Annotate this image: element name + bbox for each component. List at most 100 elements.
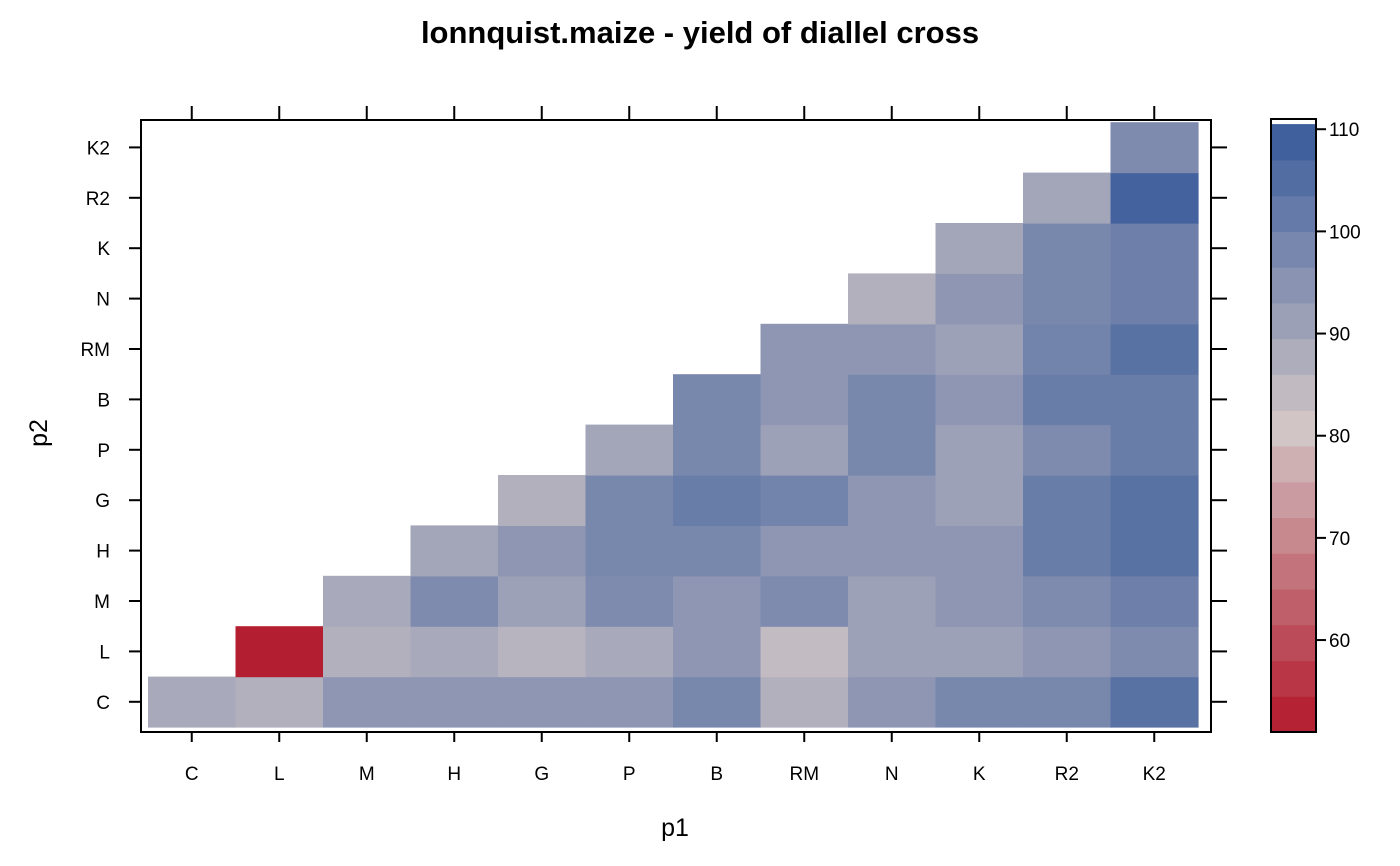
y-tick-label: H xyxy=(96,542,110,563)
heatmap-cell xyxy=(585,475,674,526)
heatmap-cell xyxy=(235,626,324,678)
x-tick-label: N xyxy=(885,764,899,785)
y-tick-label: K xyxy=(97,239,110,260)
colorbar-tick-label: 70 xyxy=(1329,529,1350,550)
x-tick-label: H xyxy=(447,764,461,785)
heatmap-cell xyxy=(323,626,412,678)
heatmap-cell xyxy=(148,676,237,728)
x-axis-title: p1 xyxy=(661,814,689,842)
heatmap-cell xyxy=(760,323,849,375)
heatmap-cell xyxy=(1110,475,1199,526)
heatmap-cell xyxy=(1023,676,1112,728)
heatmap-cell xyxy=(935,676,1024,728)
heatmap-cell xyxy=(1110,323,1199,375)
colorbar: 60 70 80 90 100 110 xyxy=(1270,118,1361,733)
x-tick-label: R2 xyxy=(1055,764,1079,785)
heatmap-cell xyxy=(760,626,849,678)
heatmap-cell xyxy=(848,626,937,678)
heatmap-cell xyxy=(1110,424,1199,476)
colorbar-swatch xyxy=(1271,660,1316,697)
heatmap-cell xyxy=(848,374,937,426)
heatmap-cell xyxy=(848,575,937,627)
heatmap-cell xyxy=(935,273,1024,325)
colorbar-tick-label: 110 xyxy=(1329,120,1359,141)
heatmap-cell xyxy=(410,525,499,577)
colorbar-swatch xyxy=(1271,553,1316,590)
heatmap-cell xyxy=(760,575,849,627)
chart-title: lonnquist.maize - yield of diallel cross xyxy=(421,15,979,50)
heatmap-cell xyxy=(1023,575,1112,627)
heatmap-cell xyxy=(410,575,499,627)
heatmap-cell xyxy=(935,323,1024,375)
heatmap-cell xyxy=(848,676,937,728)
x-tick-label: K xyxy=(973,764,986,785)
colorbar-frame xyxy=(1270,118,1317,733)
heatmap-cell xyxy=(935,374,1024,426)
heatmap-cell xyxy=(1023,475,1112,526)
heatmap-cell xyxy=(848,525,937,577)
heatmap-cell xyxy=(673,374,762,426)
heatmap-cell xyxy=(1023,323,1112,375)
y-axis-title: p2 xyxy=(25,419,53,447)
heatmap-cell xyxy=(935,424,1024,476)
x-axis: C L M H G P B RM N K R2 K2 xyxy=(185,106,1166,785)
y-tick-label: R2 xyxy=(86,189,110,210)
colorbar-swatch xyxy=(1271,124,1316,161)
colorbar-swatch xyxy=(1271,374,1316,411)
heatmap-cell xyxy=(935,575,1024,627)
heatmap-cell xyxy=(760,475,849,526)
heatmap-cell xyxy=(1110,575,1199,627)
heatmap-cell xyxy=(1023,424,1112,476)
heatmap-cell xyxy=(498,676,587,728)
x-tick-label: M xyxy=(359,764,375,785)
heatmap-cell xyxy=(1110,676,1199,728)
heatmap-cell xyxy=(585,575,674,627)
heatmap-cell xyxy=(760,424,849,476)
colorbar-tick-label: 80 xyxy=(1329,427,1350,448)
colorbar-swatch xyxy=(1271,517,1316,554)
y-tick-label: B xyxy=(97,390,110,411)
heatmap-cell xyxy=(673,676,762,728)
plot-frame xyxy=(140,119,1212,733)
heatmap-cell xyxy=(673,424,762,476)
colorbar-swatch xyxy=(1271,302,1316,340)
heatmap-cell xyxy=(673,525,762,577)
colorbar-tick-label: 100 xyxy=(1329,222,1361,243)
heatmap-cell xyxy=(498,475,587,526)
colorbar-swatch xyxy=(1271,624,1316,662)
heatmap-cell xyxy=(323,676,412,728)
heatmap-cell xyxy=(673,626,762,678)
y-tick-label: N xyxy=(96,290,110,311)
colorbar-swatch xyxy=(1271,481,1316,519)
y-tick-label: P xyxy=(97,441,110,462)
heatmap-cell xyxy=(1023,172,1112,224)
colorbar-swatch xyxy=(1271,195,1316,232)
heatmap-cell xyxy=(1110,626,1199,678)
heatmap-cell xyxy=(585,626,674,678)
heatmap-cell xyxy=(323,575,412,627)
heatmap-cell xyxy=(1110,223,1199,274)
colorbar-swatch xyxy=(1271,696,1316,733)
heatmap-cell xyxy=(1110,374,1199,426)
heatmap-cell xyxy=(760,676,849,728)
heatmap-cell xyxy=(585,525,674,577)
heatmap-cell xyxy=(498,575,587,627)
y-tick-label: G xyxy=(95,491,110,512)
heatmap-cell xyxy=(585,676,674,728)
heatmap-cell xyxy=(1023,273,1112,325)
heatmap-cells xyxy=(148,122,1199,728)
heatmap-cell xyxy=(760,374,849,426)
heatmap-cell xyxy=(935,626,1024,678)
colorbar-swatch xyxy=(1271,445,1316,483)
y-tick-label: K2 xyxy=(87,138,110,159)
heatmap-cell xyxy=(935,525,1024,577)
y-tick-label: C xyxy=(96,693,110,714)
x-tick-label: L xyxy=(274,764,285,785)
x-tick-label: B xyxy=(710,764,723,785)
x-tick-label: K2 xyxy=(1143,764,1166,785)
y-axis: C L M H G P B RM N K R2 K2 xyxy=(80,138,1227,714)
colorbar-swatch xyxy=(1271,588,1316,626)
colorbar-swatch xyxy=(1271,267,1316,304)
heatmap-cell xyxy=(1023,525,1112,577)
